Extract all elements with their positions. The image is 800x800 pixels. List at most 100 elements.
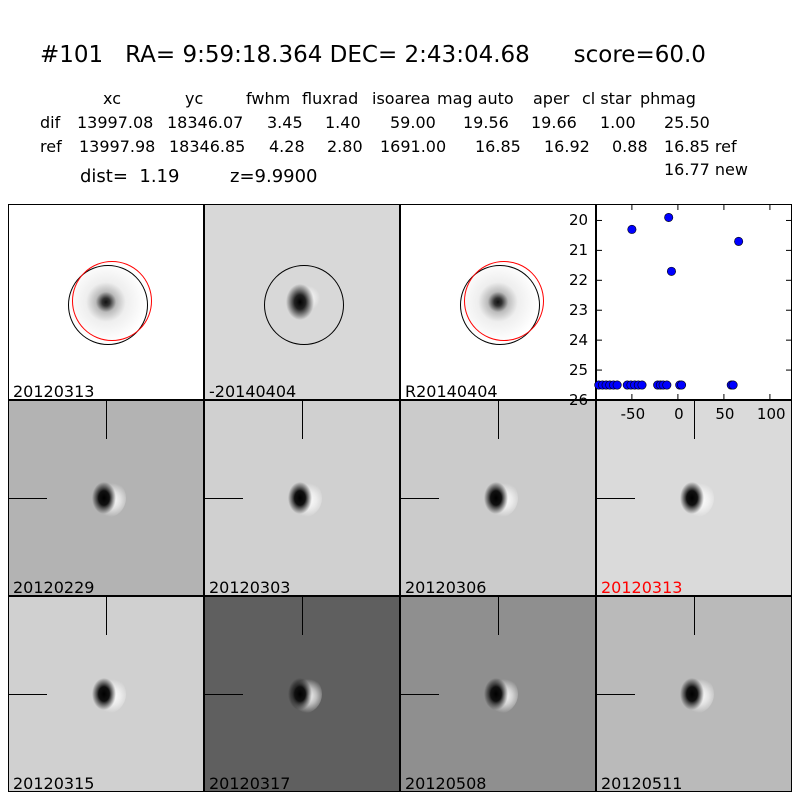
image-stamp: 20120315	[8, 596, 204, 792]
table-cell: 19.66	[531, 113, 577, 132]
stamp-date-label: 20120313	[13, 382, 95, 400]
data-point	[612, 380, 622, 390]
table-cell: 0.88	[612, 137, 648, 156]
phmag-new: 16.77 new	[664, 160, 748, 179]
y-tick-label: 23	[569, 301, 589, 320]
table-cell: 18346.07	[167, 113, 244, 132]
source-blob	[674, 478, 714, 518]
column-header: aper	[533, 89, 570, 108]
row-name: dif	[40, 113, 61, 132]
stamp-date-label: 20120303	[209, 578, 291, 596]
stamp-date-label: 20120317	[209, 774, 291, 792]
table-cell: 19.56	[463, 113, 509, 132]
stamp-date-label: 20120511	[601, 774, 683, 792]
crosshair-horizontal	[597, 498, 635, 499]
data-point	[666, 266, 676, 276]
table-cell: 1.40	[325, 113, 361, 132]
y-tick-label: 25	[569, 361, 589, 380]
image-stamp: 20120229	[8, 400, 204, 596]
data-point	[662, 380, 672, 390]
data-point	[627, 224, 637, 234]
crosshair-vertical	[302, 401, 303, 439]
image-stamp: 20120313	[8, 204, 204, 400]
table-cell: 1691.00	[380, 137, 447, 156]
data-point	[664, 212, 674, 222]
row-name: ref	[40, 137, 62, 156]
red-aperture-circle	[72, 261, 152, 341]
crosshair-horizontal	[401, 694, 439, 695]
table-cell: 13997.08	[77, 113, 154, 132]
y-tick-label: 22	[569, 271, 589, 290]
data-point	[677, 380, 687, 390]
source-blob	[282, 478, 322, 518]
column-header: isoarea	[372, 89, 431, 108]
column-header: yc	[185, 89, 204, 108]
y-tick-label: 20	[569, 211, 589, 230]
x-tick-label: 100	[756, 405, 786, 423]
crosshair-vertical	[694, 401, 695, 439]
table-cell: 13997.98	[79, 137, 156, 156]
image-stamp: 20120313	[596, 400, 792, 596]
crosshair-vertical	[302, 597, 303, 635]
y-tick-label: 24	[569, 331, 589, 350]
stamp-date-label: 20120229	[13, 578, 95, 596]
crosshair-vertical	[498, 597, 499, 635]
stamp-date-label: 20120313	[601, 578, 683, 596]
x-tick-label: -50	[620, 405, 646, 423]
column-header: fluxrad	[302, 89, 359, 108]
image-stamp: 20120306	[400, 400, 596, 596]
source-blob	[86, 674, 126, 714]
column-header: mag auto	[437, 89, 514, 108]
source-blob	[478, 674, 518, 714]
source-blob	[478, 478, 518, 518]
column-header: phmag	[640, 89, 696, 108]
stamp-date-label: -20140404	[209, 382, 297, 400]
source-blob	[86, 478, 126, 518]
table-cell: 1.00	[600, 113, 636, 132]
column-header: xc	[103, 89, 121, 108]
source-blob	[674, 674, 714, 714]
image-stamp: R20140404	[400, 204, 596, 400]
crosshair-horizontal	[205, 498, 243, 499]
image-stamp: -20140404	[204, 204, 400, 400]
stamp-date-label: R20140404	[405, 382, 498, 400]
stamp-date-label: 20120508	[405, 774, 487, 792]
data-point	[637, 380, 647, 390]
image-stamp: 20120303	[204, 400, 400, 596]
dist-value: dist= 1.19	[80, 166, 180, 187]
table-cell: 18346.85	[169, 137, 246, 156]
data-point	[728, 380, 738, 390]
column-header: fwhm	[246, 89, 291, 108]
table-cell: 16.85 ref	[664, 137, 737, 156]
black-aperture-circle	[264, 265, 344, 345]
source-blob	[282, 674, 322, 714]
crosshair-horizontal	[205, 694, 243, 695]
stamp-date-label: 20120315	[13, 774, 95, 792]
data-point	[734, 236, 744, 246]
image-stamp: 20120317	[204, 596, 400, 792]
table-cell: 3.45	[267, 113, 303, 132]
x-tick-label: 50	[715, 405, 735, 423]
image-stamp: 20120508	[400, 596, 596, 792]
crosshair-vertical	[498, 401, 499, 439]
column-header: cl star	[582, 89, 632, 108]
table-cell: 2.80	[327, 137, 363, 156]
crosshair-horizontal	[9, 498, 47, 499]
z-value: z=9.9900	[230, 166, 318, 187]
candidate-title: #101 RA= 9:59:18.364 DEC= 2:43:04.68 sco…	[40, 42, 706, 68]
table-cell: 4.28	[269, 137, 305, 156]
table-cell: 25.50	[664, 113, 710, 132]
crosshair-horizontal	[401, 498, 439, 499]
stamp-date-label: 20120306	[405, 578, 487, 596]
y-tick-label: 21	[569, 241, 589, 260]
crosshair-horizontal	[9, 694, 47, 695]
crosshair-horizontal	[597, 694, 635, 695]
crosshair-vertical	[694, 597, 695, 635]
table-cell: 16.85	[475, 137, 521, 156]
x-tick-label: 0	[674, 405, 684, 423]
crosshair-vertical	[106, 401, 107, 439]
table-cell: 59.00	[390, 113, 436, 132]
lightcurve-plot: -50 0 50 100 20 21 22 23 24 25 26	[569, 204, 792, 423]
y-tick-label: 26	[569, 391, 589, 409]
red-aperture-circle	[464, 261, 544, 341]
